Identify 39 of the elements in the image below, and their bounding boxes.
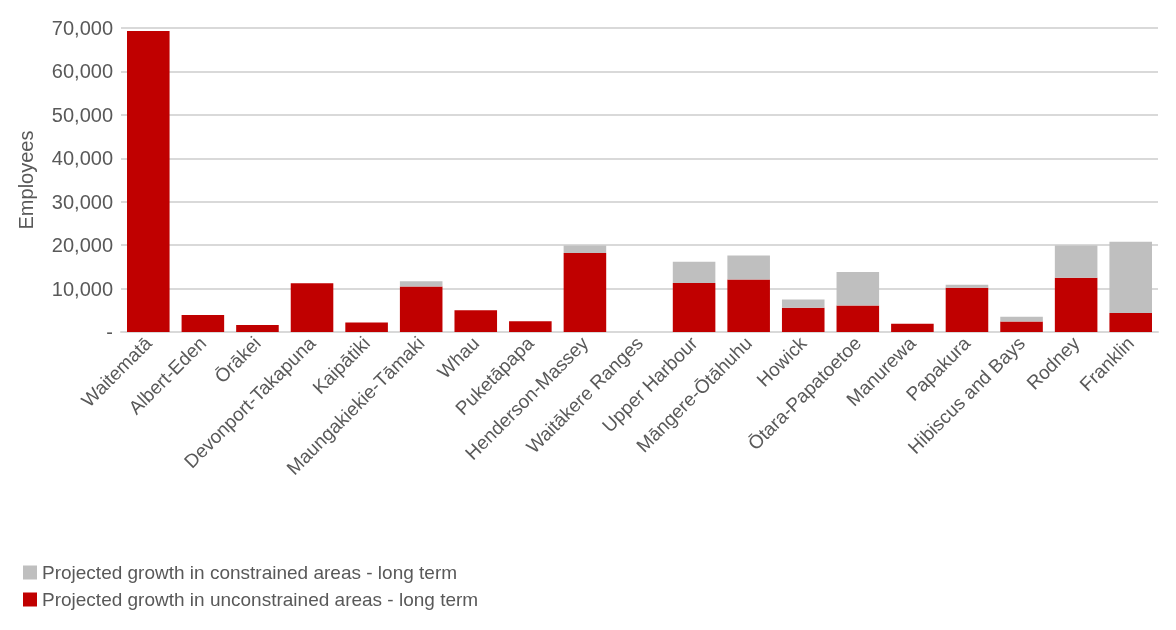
legend-label: Projected growth in constrained areas - long term: [42, 562, 458, 583]
y-tick-label: 50,000: [51, 103, 113, 126]
y-tick-label: 10,000: [51, 277, 113, 300]
bar: [345, 322, 388, 332]
y-tick-label: 20,000: [51, 234, 113, 257]
bar: [509, 321, 552, 332]
bar: [563, 252, 607, 332]
y-tick-label: 60,000: [51, 60, 113, 83]
bar: [399, 286, 443, 332]
y-tick-label: -: [106, 321, 113, 343]
y-tick-label: 40,000: [51, 147, 113, 170]
bar: [945, 284, 989, 288]
bar: [290, 283, 334, 332]
bar: [891, 323, 934, 332]
y-tick-label: 70,000: [51, 17, 113, 39]
bar: [127, 31, 170, 332]
bar: [781, 299, 825, 308]
bar: [672, 282, 716, 332]
bar: [1000, 316, 1043, 322]
bar: [836, 305, 880, 332]
bar: [727, 255, 770, 280]
bar: [236, 325, 279, 332]
bar: [781, 307, 825, 332]
bar: [563, 245, 607, 253]
legend-label: Projected growth in unconstrained areas - long term: [42, 589, 479, 610]
y-tick-label: 30,000: [51, 190, 113, 213]
bar: [945, 287, 989, 332]
bar: [836, 272, 880, 306]
bar: [1109, 241, 1152, 313]
bar: [454, 310, 498, 332]
bar: [399, 281, 443, 287]
bar: [1054, 245, 1098, 278]
bar: [1000, 321, 1043, 332]
bar: [1109, 312, 1152, 332]
y-axis-title: Employees: [15, 130, 37, 230]
bar: [181, 315, 225, 332]
bar: [727, 279, 770, 332]
bar: [1054, 277, 1098, 332]
bar: [672, 261, 716, 283]
